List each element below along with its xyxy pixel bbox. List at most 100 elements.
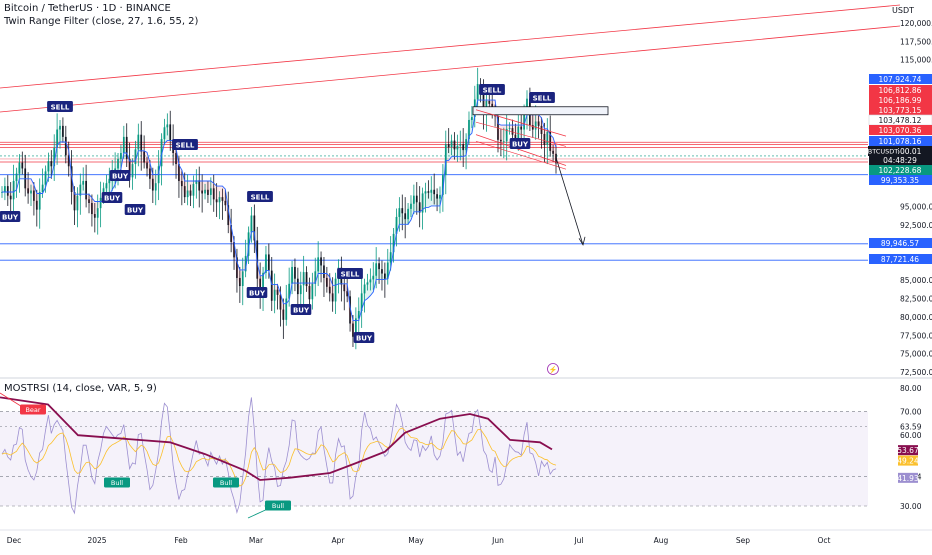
candle[interactable] xyxy=(285,284,288,326)
candle[interactable] xyxy=(392,227,395,263)
candle[interactable] xyxy=(259,262,262,309)
candle[interactable] xyxy=(4,177,6,201)
signal-tag-buy[interactable]: BUY xyxy=(109,170,131,181)
candle[interactable] xyxy=(85,164,87,208)
candle[interactable] xyxy=(236,248,238,293)
candle[interactable] xyxy=(311,272,314,310)
candle[interactable] xyxy=(308,277,311,308)
signal-tag-sell[interactable]: SELL xyxy=(529,92,555,103)
signal-tag-sell[interactable]: SELL xyxy=(479,84,505,95)
price-axis-label[interactable]: 103,070.36 xyxy=(869,125,932,135)
candle[interactable] xyxy=(291,261,293,295)
candle[interactable] xyxy=(273,273,276,314)
candle[interactable] xyxy=(360,277,363,328)
candle[interactable] xyxy=(418,186,421,228)
candle[interactable] xyxy=(180,169,183,206)
price-axis-label[interactable]: 103,773.15 xyxy=(869,105,932,115)
indicator-legend[interactable]: Twin Range Filter (close, 27, 1.6, 55, 2… xyxy=(4,16,199,27)
candle[interactable] xyxy=(450,134,453,156)
candle[interactable] xyxy=(59,119,61,149)
signal-tag-buy[interactable]: BUY xyxy=(509,138,531,149)
candle[interactable] xyxy=(93,203,96,233)
candle[interactable] xyxy=(9,182,12,212)
candle[interactable] xyxy=(314,257,317,297)
candle[interactable] xyxy=(247,226,250,264)
candle[interactable] xyxy=(383,262,386,298)
candle[interactable] xyxy=(6,175,9,206)
signal-tag-buy[interactable]: BUY xyxy=(124,204,146,215)
candle[interactable] xyxy=(67,141,70,177)
candle[interactable] xyxy=(366,273,369,291)
candle[interactable] xyxy=(296,267,299,309)
candle[interactable] xyxy=(238,266,241,303)
candle[interactable] xyxy=(35,189,38,227)
signal-tag-buy[interactable]: BUY xyxy=(353,332,375,343)
candle[interactable] xyxy=(227,191,230,234)
candle[interactable] xyxy=(50,150,53,179)
price-axis-label[interactable]: 89,946.57 xyxy=(869,238,932,248)
price-axis-label[interactable]: 87,721.46 xyxy=(869,254,932,264)
candle[interactable] xyxy=(12,164,15,215)
chart-title[interactable]: Bitcoin / TetherUS · 1D · BINANCE xyxy=(4,3,171,14)
price-axis-label[interactable]: 107,924.74 xyxy=(869,74,932,84)
candle[interactable] xyxy=(404,197,407,239)
signal-tag-buy[interactable]: BUY xyxy=(246,287,268,298)
candle[interactable] xyxy=(549,115,552,157)
candle[interactable] xyxy=(413,184,415,215)
price-axis-label[interactable]: 103,478.12 xyxy=(868,114,932,126)
candle[interactable] xyxy=(369,268,372,291)
price-axis-label[interactable]: 04:48:29 xyxy=(869,155,932,165)
rsi-axis-label[interactable]: 41.93 xyxy=(897,472,919,483)
lightning-icon[interactable]: ⚡ xyxy=(547,363,559,375)
candle[interactable] xyxy=(212,174,215,212)
candle[interactable] xyxy=(531,111,534,138)
candle[interactable] xyxy=(204,183,206,200)
candle[interactable] xyxy=(53,134,56,181)
signal-tag-buy[interactable]: BUY xyxy=(101,192,123,203)
candle[interactable] xyxy=(143,135,145,169)
candle[interactable] xyxy=(224,189,227,212)
candle[interactable] xyxy=(456,134,459,162)
candle[interactable] xyxy=(183,172,186,204)
candle[interactable] xyxy=(221,188,224,220)
candle[interactable] xyxy=(64,125,67,164)
candle[interactable] xyxy=(166,113,169,136)
candle[interactable] xyxy=(468,111,470,145)
candle[interactable] xyxy=(331,277,334,312)
candle[interactable] xyxy=(276,283,279,310)
signal-tag-sell[interactable]: SELL xyxy=(172,139,198,150)
candle[interactable] xyxy=(82,167,85,191)
candle[interactable] xyxy=(357,297,360,334)
candle[interactable] xyxy=(160,133,163,186)
candle[interactable] xyxy=(201,174,204,213)
rsi-signal-tag[interactable]: Bull xyxy=(104,477,130,488)
candle[interactable] xyxy=(207,181,209,204)
candle[interactable] xyxy=(372,262,375,290)
rsi-signal-tag[interactable]: Bull xyxy=(265,500,291,511)
candle[interactable] xyxy=(24,154,27,197)
candle[interactable] xyxy=(421,187,424,230)
rsi-axis-label[interactable]: 49.24 xyxy=(897,455,919,466)
candle[interactable] xyxy=(88,193,90,214)
rsi-signal-tag[interactable]: Bull xyxy=(213,477,239,488)
candle[interactable] xyxy=(56,113,58,165)
price-axis-label[interactable]: 102,500.01 xyxy=(869,146,932,156)
candle[interactable] xyxy=(320,251,322,283)
candle[interactable] xyxy=(96,194,99,235)
candle[interactable] xyxy=(325,266,328,293)
candle[interactable] xyxy=(508,122,511,135)
candle[interactable] xyxy=(15,167,18,198)
signal-tag-sell[interactable]: SELL xyxy=(337,268,363,279)
candle[interactable] xyxy=(209,177,212,206)
candle[interactable] xyxy=(21,151,24,175)
candle[interactable] xyxy=(439,186,441,214)
rsi-signal-tag[interactable]: Bear xyxy=(20,404,46,415)
candle[interactable] xyxy=(334,272,337,314)
candle[interactable] xyxy=(218,191,221,220)
candle[interactable] xyxy=(459,130,462,161)
candle[interactable] xyxy=(253,204,256,253)
candle[interactable] xyxy=(186,174,189,206)
candle[interactable] xyxy=(189,184,192,206)
signal-tag-buy[interactable]: BUY xyxy=(0,211,21,222)
